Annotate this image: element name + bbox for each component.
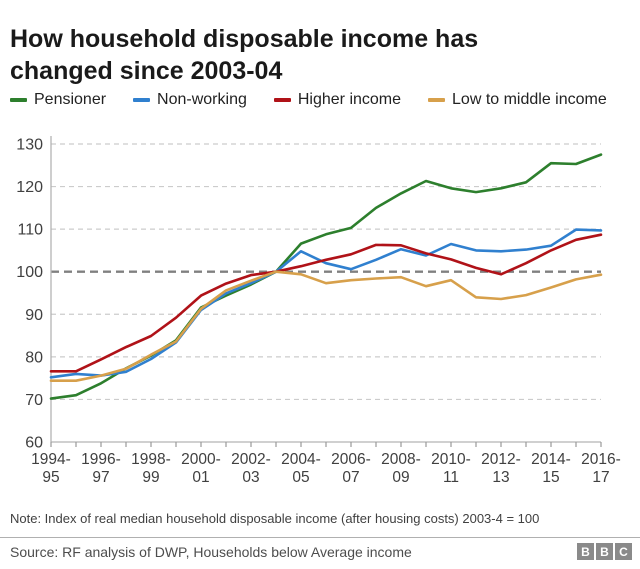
y-axis-tick-label: 130 [16,137,43,154]
legend-item-low-to-middle-income: Low to middle income [428,91,607,109]
x-axis-tick-label: 97 [92,469,109,486]
higher-income-line-swatch-icon [273,98,291,102]
legend-label: Higher income [297,91,402,108]
non-working-line-swatch-icon [133,98,151,102]
x-axis-tick-label: 01 [192,469,209,486]
y-axis-tick-label: 100 [16,264,43,281]
page-title: How household disposable income has chan… [10,24,479,86]
legend-item-non-working: Non-working [133,91,247,109]
line-chart: 60 70 80 90 100 110 120 130 1994-95 1996-97 1998-9… [16,136,621,486]
x-axis-tick-label: 2010- [431,451,471,468]
x-axis-tick-label: 2002- [231,451,271,468]
x-axis-tick-label: 17 [592,469,609,486]
y-axis-tick-label: 60 [25,435,43,452]
y-axis-tick-label: 80 [25,349,43,366]
legend-label: Non-working [157,91,247,108]
y-axis-tick-label: 110 [17,222,43,239]
bbc-logo-letter: B [596,543,613,560]
x-axis-tick-label: 03 [242,469,259,486]
x-axis-tick-label: 11 [443,469,459,486]
y-axis-tick-label: 120 [16,179,43,196]
x-axis-tick-label: 15 [542,469,559,486]
y-axis-tick-label: 70 [25,392,43,409]
bbc-logo-letter: B [577,543,594,560]
bbc-logo-letter: C [615,543,632,560]
x-axis-tick-label: 99 [142,469,159,486]
x-axis-tick-label: 2000- [181,451,221,468]
x-axis-tick-label: 05 [292,469,309,486]
x-axis-tick-label: 1998- [131,451,171,468]
bbc-logo: B B C [577,543,632,560]
x-axis-tick-label: 2008- [381,451,421,468]
x-axis-tick-label: 95 [42,469,59,486]
x-axis-tick-label: 1994- [31,451,71,468]
x-axis-tick-label: 2012- [481,451,521,468]
series-line-non-working [49,228,603,379]
chart-legend: Pensioner Non-working Higher income Low … [10,91,630,109]
x-axis-tick-label: 07 [342,469,359,486]
series-line-pensioner [49,153,603,400]
pensioner-line-swatch-icon [10,98,27,102]
x-axis-tick-label: 1996- [81,451,121,468]
low-to-middle-income-line-swatch-icon [428,98,446,102]
x-axis-tick-label: 2014- [531,451,571,468]
y-axis-tick-label: 90 [25,307,43,324]
legend-item-pensioner: Pensioner [10,91,106,109]
source-text: Source: RF analysis of DWP, Households b… [10,543,412,560]
note-text: Note: Index of real median household dis… [10,511,540,526]
legend-item-higher-income: Higher income [273,91,402,109]
legend-label: Low to middle income [452,91,607,108]
x-axis-tick-label: 2006- [331,451,371,468]
series-line-low-to-middle-income [49,270,603,383]
footer-divider [0,537,640,538]
x-axis-tick-label: 09 [392,469,409,486]
x-axis-tick-label: 2016- [581,451,621,468]
legend-label: Pensioner [34,91,107,108]
x-axis-tick-label: 13 [492,469,509,486]
series-line-higher-income [49,233,603,373]
x-axis-tick-label: 2004- [281,451,321,468]
source-row: Source: RF analysis of DWP, Households b… [10,543,632,560]
